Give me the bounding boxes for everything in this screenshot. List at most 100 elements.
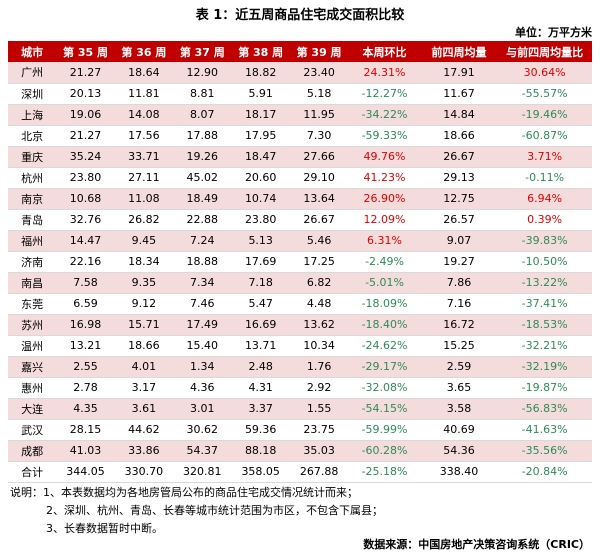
cell-week-37: 3.01 [173,398,232,420]
cell-week-37: 7.24 [173,230,232,252]
cell-week-39: 27.66 [289,146,349,168]
cell-week-over-week: 24.31% [348,62,421,84]
cell-week-36: 15.71 [114,314,174,336]
cell-vs-four-week-average: -55.57% [497,83,592,105]
cell-week-over-week: 12.09% [348,209,421,231]
cell-week-36: 27.11 [114,167,174,189]
header-city: 城市 [8,41,57,62]
cell-week-36: 9.45 [114,230,174,252]
cell-week-over-week: -59.33% [348,125,421,147]
cell-week-over-week: 49.76% [348,146,421,168]
cell-vs-four-week-average: -19.87% [497,377,592,399]
cell-city: 合计 [8,461,57,483]
table-row: 青岛 32.76 26.82 22.88 23.80 26.67 12.09% 26.57 0.… [8,209,592,231]
cell-week-38: 2.48 [231,356,290,378]
cell-vs-four-week-average: 6.94% [497,188,592,210]
cell-week-37: 7.46 [173,293,232,315]
cell-week-39: 5.18 [289,83,349,105]
cell-four-week-average: 17.91 [420,62,498,84]
cell-four-week-average: 3.58 [420,398,498,420]
cell-week-over-week: 26.90% [348,188,421,210]
table-row: 东莞 6.59 9.12 7.46 5.47 4.48 -18.09% 7.16 -37.41% [8,293,592,315]
cell-week-over-week: -25.18% [348,461,421,483]
cell-week-over-week: 6.31% [348,230,421,252]
header-week-39: 第 39 周 [289,41,349,62]
cell-week-36: 18.66 [114,335,174,357]
cell-week-39: 1.55 [289,398,349,420]
cell-four-week-average: 40.69 [420,419,498,441]
cell-week-39: 267.88 [289,461,349,483]
housing-transaction-table: 城市 第 35 周 第 36 周 第 37 周 第 38 周 第 39 周 本周… [8,41,592,483]
cell-week-35: 7.58 [56,272,115,294]
note-line: 3、长春数据暂时中断。 [46,522,163,535]
table-row: 惠州 2.78 3.17 4.36 4.31 2.92 -32.08% 3.65 -19.87% [8,377,592,399]
cell-week-37: 8.81 [173,83,232,105]
table-row: 重庆 35.24 33.71 19.26 18.47 27.66 49.76% 26.67 3.… [8,146,592,168]
cell-week-35: 19.06 [56,104,115,126]
table-row: 济南 22.16 18.34 18.88 17.69 17.25 -2.49% 19.27 -1… [8,251,592,273]
table-row: 福州 14.47 9.45 7.24 5.13 5.46 6.31% 9.07 -39.83% [8,230,592,252]
cell-vs-four-week-average: -10.50% [497,251,592,273]
cell-vs-four-week-average: 0.39% [497,209,592,231]
cell-week-39: 35.03 [289,440,349,462]
header-vs-four-week-average: 与前四周均量比 [497,41,592,62]
cell-week-37: 54.37 [173,440,232,462]
cell-week-36: 11.08 [114,188,174,210]
cell-four-week-average: 2.59 [420,356,498,378]
cell-week-35: 20.13 [56,83,115,105]
notes: 说明：1、本表数据均为各地房管局公布的商品住宅成交情况统计而来； 2、深圳、杭州… [10,484,383,538]
header-week-over-week: 本周环比 [348,41,421,62]
cell-week-over-week: -29.17% [348,356,421,378]
cell-four-week-average: 29.13 [420,167,498,189]
cell-vs-four-week-average: -35.56% [497,440,592,462]
cell-week-39: 26.67 [289,209,349,231]
header-four-week-average: 前四周均量 [420,41,498,62]
cell-week-37: 15.40 [173,335,232,357]
cell-four-week-average: 3.65 [420,377,498,399]
header-week-35: 第 35 周 [56,41,115,62]
cell-week-37: 18.49 [173,188,232,210]
cell-week-37: 22.88 [173,209,232,231]
table-row: 杭州 23.80 27.11 45.02 20.60 29.10 41.23% 29.13 -0… [8,167,592,189]
cell-week-35: 4.35 [56,398,115,420]
cell-week-35: 41.03 [56,440,115,462]
cell-vs-four-week-average: -39.83% [497,230,592,252]
cell-week-over-week: -59.99% [348,419,421,441]
cell-four-week-average: 14.84 [420,104,498,126]
cell-four-week-average: 54.36 [420,440,498,462]
table-row: 温州 13.21 18.66 15.40 13.71 10.34 -24.62% 15.25-… [8,335,592,357]
cell-city: 嘉兴 [8,356,57,378]
cell-week-over-week: -18.40% [348,314,421,336]
cell-city: 武汉 [8,419,57,441]
cell-week-over-week: -5.01% [348,272,421,294]
table-row: 北京 21.27 17.56 17.88 17.95 7.30 -59.33% 18.66 -6… [8,125,592,147]
cell-four-week-average: 26.57 [420,209,498,231]
table-row: 深圳 20.13 11.81 8.81 5.91 5.18 -12.27% 11.67 -55.… [8,83,592,105]
cell-week-38: 16.69 [231,314,290,336]
cell-week-35: 6.59 [56,293,115,315]
table-row: 苏州 16.98 15.71 17.49 16.69 13.62 -18.40% 16.72-… [8,314,592,336]
cell-week-38: 59.36 [231,419,290,441]
table-row: 大连 4.35 3.61 3.01 3.37 1.55 -54.15% 3.58 -56.83% [8,398,592,420]
cell-week-over-week: -2.49% [348,251,421,273]
cell-week-over-week: -18.09% [348,293,421,315]
cell-week-35: 21.27 [56,125,115,147]
cell-vs-four-week-average: -18.53% [497,314,592,336]
cell-city: 上海 [8,104,57,126]
cell-week-36: 330.70 [114,461,174,483]
unit-label: 单位：万平方米 [515,26,592,39]
cell-vs-four-week-average: -13.22% [497,272,592,294]
cell-vs-four-week-average: -41.63% [497,419,592,441]
cell-week-over-week: -24.62% [348,335,421,357]
cell-city: 青岛 [8,209,57,231]
table-row: 合计 344.05 330.70 320.81 358.05 267.88 -25.18% 3… [8,461,592,483]
cell-week-39: 13.62 [289,314,349,336]
cell-week-36: 9.12 [114,293,174,315]
cell-week-37: 45.02 [173,167,232,189]
note-line: 2、深圳、杭州、青岛、长春等城市统计范围为市区，不包含下属县； [46,504,383,517]
cell-week-37: 320.81 [173,461,232,483]
cell-four-week-average: 26.67 [420,146,498,168]
cell-week-39: 4.48 [289,293,349,315]
cell-vs-four-week-average: -56.83% [497,398,592,420]
cell-four-week-average: 9.07 [420,230,498,252]
